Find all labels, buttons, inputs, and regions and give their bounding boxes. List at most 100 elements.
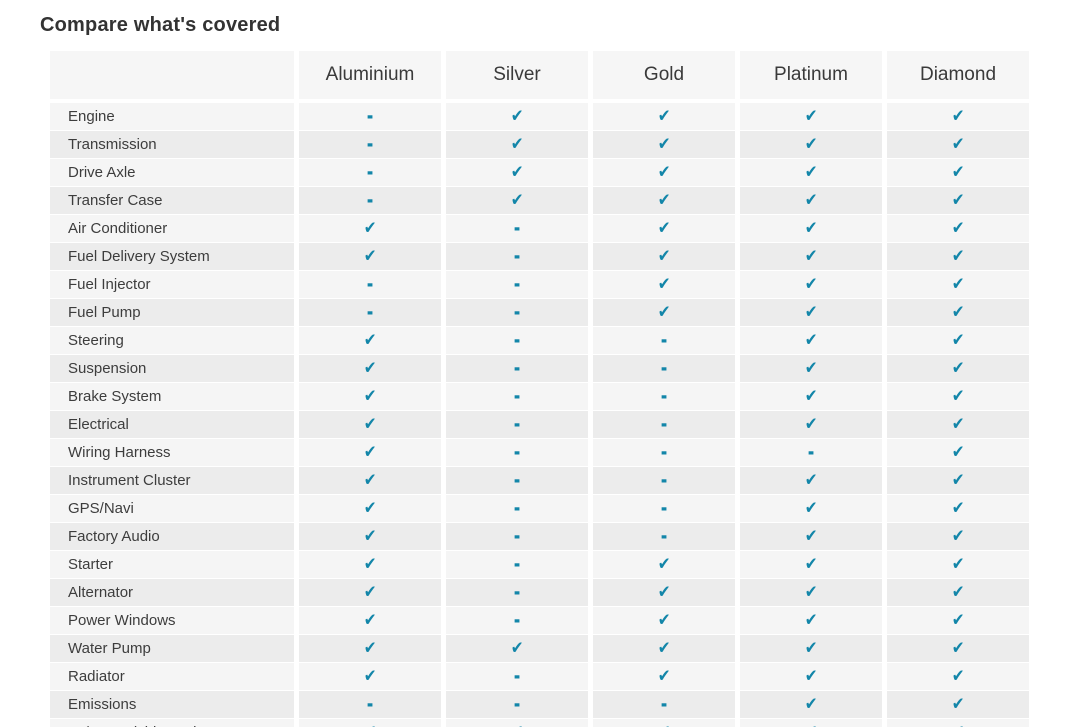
coverage-cell: ✔ [446,159,588,186]
check-icon: ✔ [363,330,377,350]
coverage-cell: ✔ [887,159,1029,186]
coverage-cell: ✔ [299,523,441,550]
coverage-cell: ✔ [740,719,882,727]
plan-header-gold: Gold [593,51,735,102]
coverage-cell: - [740,439,882,466]
dash-icon: - [660,325,668,355]
check-icon: ✔ [363,358,377,378]
coverage-cell: - [446,355,588,382]
dash-icon: - [513,353,521,383]
coverage-cell: - [593,691,735,718]
coverage-cell: ✔ [299,579,441,606]
coverage-cell: ✔ [299,607,441,634]
coverage-cell: - [446,327,588,354]
table-row: Steering ✔ - - ✔ ✔ [50,327,1029,354]
dash-icon: - [660,409,668,439]
coverage-cell: ✔ [593,635,735,662]
coverage-cell: - [446,271,588,298]
coverage-cell: ✔ [740,551,882,578]
table-row: Power Windows ✔ - ✔ ✔ ✔ [50,607,1029,634]
table-row: Water Pump ✔ ✔ ✔ ✔ ✔ [50,635,1029,662]
table-row: 24/7 Roadside Assistance ✔ ✔ ✔ ✔ ✔ [50,719,1029,727]
coverage-cell: ✔ [446,719,588,727]
check-icon: ✔ [363,526,377,546]
coverage-cell: - [593,355,735,382]
plan-header-diamond: Diamond [887,51,1029,102]
coverage-cell: - [446,243,588,270]
coverage-cell: - [446,523,588,550]
dash-icon: - [660,381,668,411]
coverage-cell: - [299,159,441,186]
coverage-cell: ✔ [887,523,1029,550]
check-icon: ✔ [951,414,965,434]
coverage-cell: ✔ [740,103,882,130]
coverage-cell: ✔ [887,383,1029,410]
table-row: Fuel Injector - - ✔ ✔ ✔ [50,271,1029,298]
feature-label: Alternator [50,579,294,606]
check-icon: ✔ [951,190,965,210]
coverage-cell: ✔ [887,327,1029,354]
check-icon: ✔ [951,610,965,630]
check-icon: ✔ [657,302,671,322]
feature-label: Air Conditioner [50,215,294,242]
check-icon: ✔ [951,162,965,182]
table-row: Electrical ✔ - - ✔ ✔ [50,411,1029,438]
coverage-cell: ✔ [593,187,735,214]
check-icon: ✔ [951,470,965,490]
coverage-cell: ✔ [593,579,735,606]
dash-icon: - [366,689,374,719]
coverage-cell: - [446,495,588,522]
coverage-cell: ✔ [887,187,1029,214]
check-icon: ✔ [657,554,671,574]
coverage-cell: ✔ [740,355,882,382]
coverage-cell: ✔ [299,383,441,410]
check-icon: ✔ [804,330,818,350]
feature-label: Power Windows [50,607,294,634]
table-row: Suspension ✔ - - ✔ ✔ [50,355,1029,382]
coverage-cell: - [446,607,588,634]
coverage-cell: ✔ [887,663,1029,690]
coverage-cell: - [593,523,735,550]
coverage-cell: - [446,215,588,242]
coverage-cell: - [446,691,588,718]
coverage-cell: ✔ [299,719,441,727]
check-icon: ✔ [951,554,965,574]
check-icon: ✔ [804,582,818,602]
coverage-cell: - [446,411,588,438]
dash-icon: - [366,297,374,327]
check-icon: ✔ [657,638,671,658]
coverage-cell: - [446,663,588,690]
coverage-cell: ✔ [887,131,1029,158]
coverage-cell: - [593,327,735,354]
coverage-cell: ✔ [593,271,735,298]
table-row: Air Conditioner ✔ - ✔ ✔ ✔ [50,215,1029,242]
check-icon: ✔ [657,666,671,686]
dash-icon: - [366,185,374,215]
dash-icon: - [513,241,521,271]
coverage-cell: ✔ [299,467,441,494]
feature-label: 24/7 Roadside Assistance [50,719,294,727]
coverage-cell: ✔ [740,411,882,438]
check-icon: ✔ [804,610,818,630]
coverage-cell: ✔ [593,215,735,242]
coverage-table-body: Engine - ✔ ✔ ✔ ✔ Transmission - ✔ ✔ ✔ ✔ Drive Axle - ✔… [50,103,1029,727]
coverage-cell: ✔ [299,243,441,270]
check-icon: ✔ [951,386,965,406]
coverage-cell: ✔ [446,103,588,130]
check-icon: ✔ [951,330,965,350]
table-row: Starter ✔ - ✔ ✔ ✔ [50,551,1029,578]
coverage-cell: - [446,299,588,326]
check-icon: ✔ [804,526,818,546]
coverage-cell: ✔ [887,719,1029,727]
feature-label: Transfer Case [50,187,294,214]
feature-label: Brake System [50,383,294,410]
table-row: Fuel Pump - - ✔ ✔ ✔ [50,299,1029,326]
check-icon: ✔ [804,302,818,322]
coverage-cell: - [446,551,588,578]
coverage-cell: ✔ [740,327,882,354]
check-icon: ✔ [363,498,377,518]
feature-label: Transmission [50,131,294,158]
dash-icon: - [513,493,521,523]
feature-label: Drive Axle [50,159,294,186]
check-icon: ✔ [363,442,377,462]
